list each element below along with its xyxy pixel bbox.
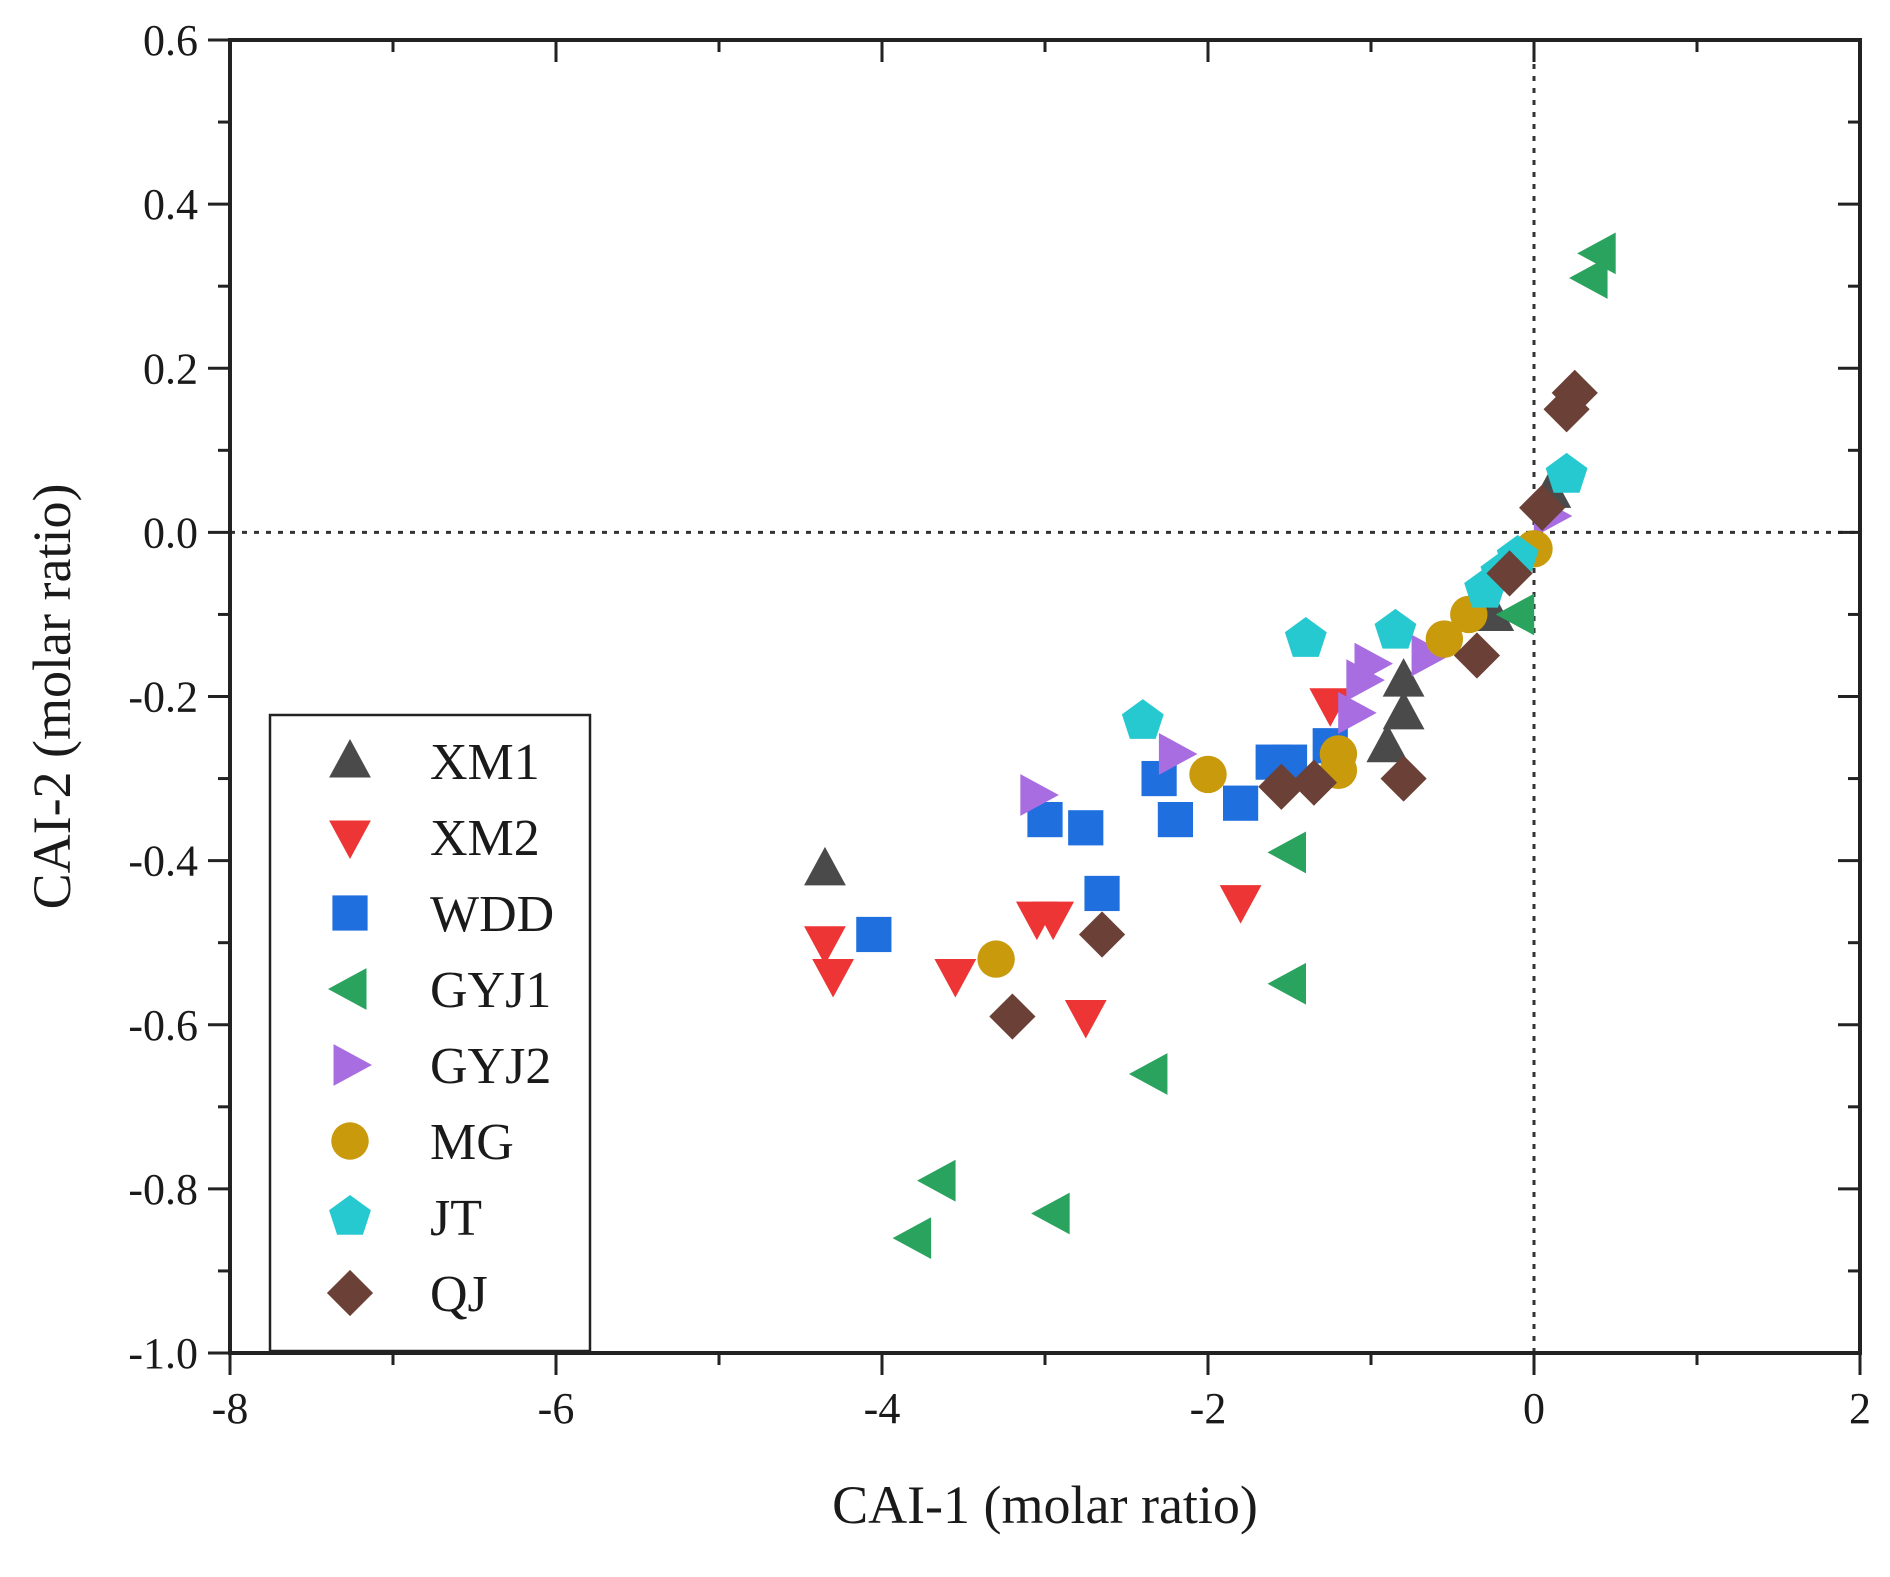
point-qj <box>1551 369 1598 416</box>
point-qj <box>1380 755 1427 802</box>
legend-marker-gyj2 <box>333 1044 372 1086</box>
point-qj <box>1258 763 1305 810</box>
point-jt <box>1545 452 1588 493</box>
point-gyj1 <box>1577 232 1616 275</box>
legend-label-wdd: WDD <box>430 886 554 943</box>
x-tick-label: -8 <box>212 1384 249 1433</box>
point-gyj1 <box>1031 1192 1070 1235</box>
legend-label-mg: MG <box>430 1114 514 1171</box>
x-tick-label: -2 <box>1190 1384 1227 1433</box>
point-gyj2 <box>1354 642 1393 685</box>
y-axis-title: CAI-2 (molar ratio) <box>22 484 82 910</box>
point-xm2 <box>1064 1000 1107 1039</box>
point-xm2 <box>1032 901 1075 941</box>
legend-label-gyj2: GYJ2 <box>430 1038 551 1095</box>
legend-marker-gyj1 <box>328 968 367 1010</box>
point-mg <box>1189 755 1227 794</box>
point-jt <box>1374 608 1417 649</box>
legend-marker-mg <box>331 1122 369 1160</box>
point-mg <box>1425 620 1464 658</box>
point-qj <box>1290 759 1338 806</box>
x-tick-label: 0 <box>1523 1384 1545 1433</box>
y-tick-label: -0.2 <box>128 673 198 722</box>
point-xm2 <box>1219 885 1262 924</box>
point-wdd <box>856 916 892 953</box>
y-tick-label: 0.6 <box>143 16 198 65</box>
point-xm1 <box>804 846 846 886</box>
point-gyj1 <box>1267 831 1306 874</box>
legend-marker-qj <box>326 1269 374 1317</box>
point-gyj2 <box>1338 692 1377 734</box>
legend-box <box>268 713 592 1353</box>
point-wdd <box>1223 785 1259 821</box>
point-xm1 <box>1382 658 1425 697</box>
point-gyj1 <box>892 1217 932 1260</box>
y-tick-label: 0.2 <box>143 344 198 393</box>
legend-marker-wdd <box>332 895 368 931</box>
point-xm1 <box>1382 690 1425 730</box>
point-gyj2 <box>1411 634 1451 677</box>
point-gyj2 <box>1158 733 1198 775</box>
axis-tick-labels: -8 -6 -4 -2 0 2 -1.0 -0.8 -0.6 -0.4 -0.2 0.0 0.2 0.4 0… <box>128 16 1871 1433</box>
legend-label-jt: JT <box>430 1190 482 1247</box>
y-tick-label: 0.4 <box>143 180 198 229</box>
y-tick-label: -1.0 <box>128 1329 198 1378</box>
legend-label-xm2: XM2 <box>430 810 540 867</box>
reference-lines <box>230 40 1860 1353</box>
point-jt <box>1121 699 1164 739</box>
axis-ticks <box>208 38 1862 1375</box>
point-xm2 <box>934 959 977 998</box>
y-tick-label: -0.8 <box>128 1165 198 1214</box>
point-qj <box>989 993 1036 1040</box>
point-xm2 <box>812 959 854 998</box>
x-tick-label: 2 <box>1849 1384 1871 1433</box>
point-gyj2 <box>1020 774 1059 816</box>
point-gyj1 <box>1267 962 1306 1005</box>
x-tick-label: -6 <box>538 1384 575 1433</box>
point-xm1 <box>1366 723 1409 763</box>
point-wdd <box>1157 801 1193 838</box>
y-tick-label: -0.6 <box>128 1001 198 1050</box>
point-qj <box>1453 632 1501 679</box>
x-tick-label: -4 <box>864 1384 901 1433</box>
legend-marker-xm1 <box>329 739 371 778</box>
legend-label-qj: QJ <box>430 1266 488 1323</box>
point-qj <box>1519 484 1566 531</box>
data-markers <box>804 232 1616 1260</box>
point-jt <box>1284 617 1327 657</box>
point-gyj1 <box>917 1159 956 1202</box>
legend-marker-xm2 <box>329 820 371 859</box>
y-tick-label: 0.0 <box>143 508 198 557</box>
legend: XM1 XM2 WDD GYJ1 GYJ2 MG JT QJ <box>268 713 592 1353</box>
legend-label-xm1: XM1 <box>430 734 540 791</box>
point-xm2 <box>804 926 846 965</box>
x-axis-title: CAI-1 (molar ratio) <box>832 1475 1258 1535</box>
legend-label-gyj1: GYJ1 <box>430 962 551 1019</box>
point-mg <box>977 940 1015 978</box>
point-gyj1 <box>1569 257 1608 299</box>
y-tick-label: -0.4 <box>128 837 198 886</box>
point-wdd <box>1084 875 1120 912</box>
point-qj <box>1078 911 1126 958</box>
legend-marker-jt <box>329 1195 371 1235</box>
point-gyj1 <box>1128 1053 1168 1095</box>
point-wdd <box>1068 810 1104 846</box>
point-qj <box>1486 550 1533 597</box>
point-gyj1 <box>1495 593 1535 636</box>
